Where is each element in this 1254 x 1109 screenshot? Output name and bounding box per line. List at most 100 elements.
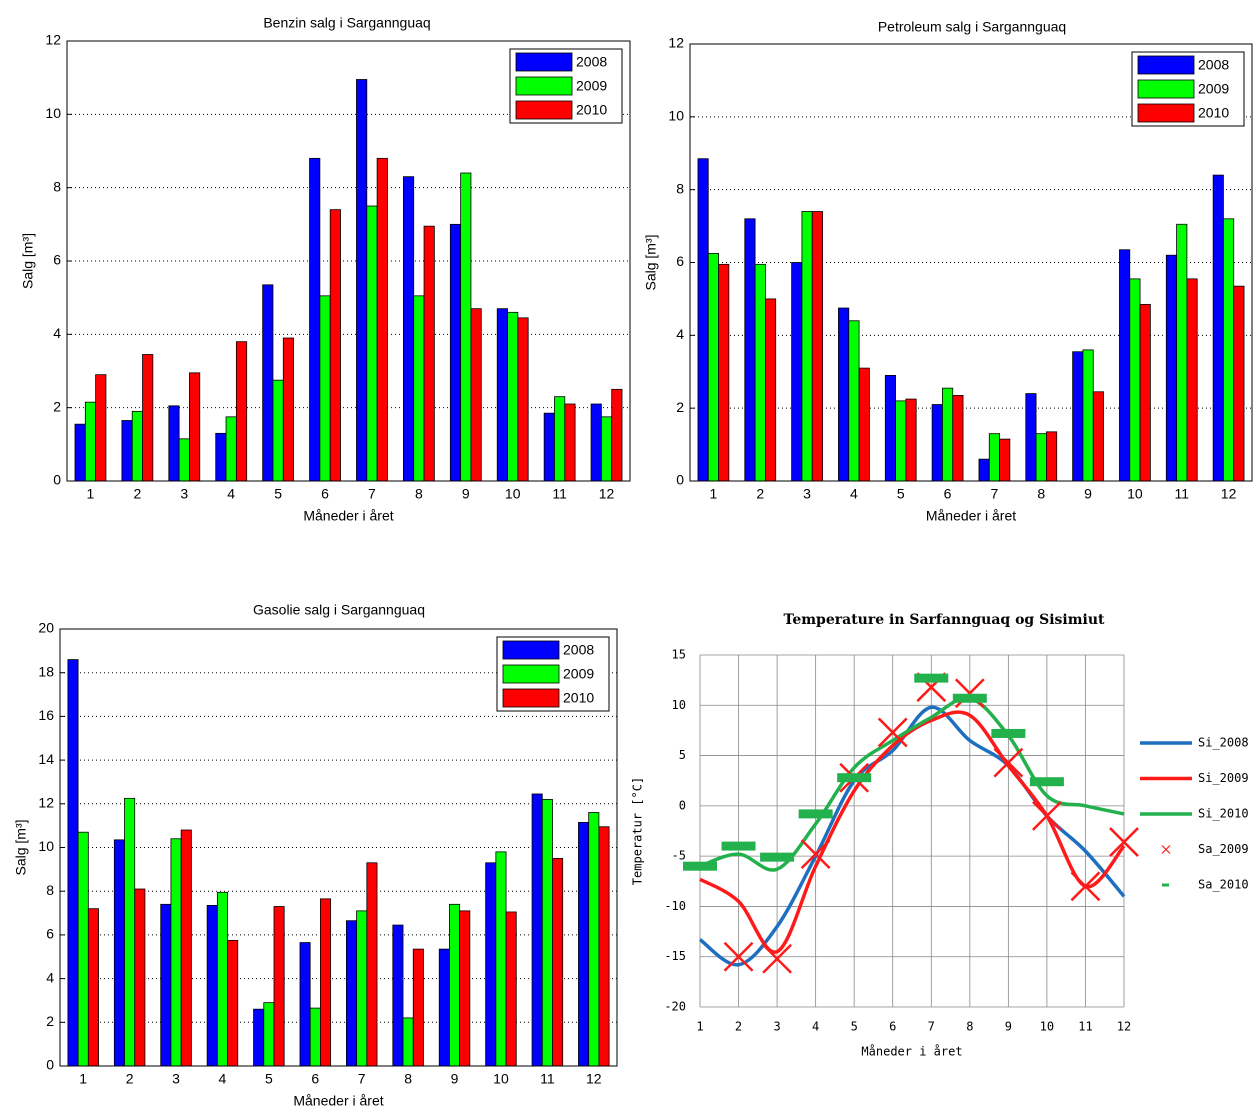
legend-label: 2008: [563, 642, 594, 658]
x-tick-label: 8: [1037, 486, 1045, 502]
bar: [366, 205, 378, 482]
y-tick-label: 15: [672, 648, 686, 662]
axes-box: [66, 40, 631, 482]
x-tick-label: 10: [493, 1071, 509, 1087]
chart-title: Benzin salg i Sargannguaq: [263, 15, 430, 31]
y-axis-label: Salg [m³]: [20, 233, 36, 289]
y-tick-label: 10: [672, 698, 686, 712]
bar: [895, 400, 907, 482]
bar: [87, 908, 99, 1067]
legend-swatch: [1162, 883, 1169, 887]
y-tick-label: 12: [668, 35, 684, 51]
x-tick-label: 10: [505, 486, 521, 502]
dash-marker: [760, 852, 795, 862]
bar: [319, 898, 332, 1067]
x-tick-label: 12: [1221, 486, 1237, 502]
y-tick-label: 14: [38, 751, 54, 767]
bar: [67, 659, 79, 1067]
bar: [170, 838, 182, 1067]
dash-marker: [991, 728, 1026, 738]
x-marker: [1109, 827, 1139, 857]
x-tick-label: 4: [850, 486, 858, 502]
bar: [1046, 431, 1058, 482]
y-tick-label: 0: [679, 798, 686, 812]
bar: [74, 423, 86, 482]
y-tick-label: 6: [676, 253, 684, 269]
y-tick-label: 8: [53, 178, 61, 194]
y-tick-label: -5: [672, 849, 686, 863]
dash-marker: [837, 773, 872, 783]
bar-chart: Gasolie salg i Sargannguaq02468101214161…: [13, 602, 618, 1109]
bar: [131, 410, 143, 482]
x-tick-label: 12: [586, 1071, 602, 1087]
x-tick-label: 3: [180, 486, 188, 502]
bar: [884, 374, 896, 482]
bar: [402, 1017, 414, 1067]
x-tick-label: 11: [1078, 1020, 1092, 1034]
bar: [225, 416, 237, 482]
bar: [262, 284, 274, 482]
bar: [227, 939, 239, 1067]
bar: [134, 888, 146, 1067]
bar: [272, 379, 284, 482]
x-tick-label: 5: [274, 486, 282, 502]
y-tick-label: 4: [676, 326, 684, 342]
line: [699, 710, 1126, 954]
x-tick-label: 8: [404, 1071, 412, 1087]
x-tick-label: 1: [696, 1020, 703, 1034]
legend-label: 2009: [1198, 81, 1229, 97]
x-axis-label: Måneder i året: [861, 1045, 962, 1059]
legend-label: 2008: [576, 54, 607, 70]
bar: [978, 458, 990, 482]
bar: [1186, 278, 1198, 482]
bar: [376, 157, 388, 482]
legend-label: Sa_2010: [1198, 878, 1249, 892]
dash-marker: [914, 673, 949, 683]
bar: [402, 176, 415, 482]
chart-title: Petroleum salg i Sargannguaq: [878, 19, 1066, 35]
legend-swatch: [1161, 845, 1171, 854]
bar: [392, 924, 404, 1067]
bar: [345, 920, 358, 1067]
y-tick-label: 4: [53, 325, 61, 341]
axes-box: [59, 628, 618, 1067]
bar: [470, 308, 482, 482]
bar: [216, 891, 228, 1067]
x-tick-label: 2: [133, 486, 141, 502]
y-tick-label: 2: [676, 399, 684, 415]
x-tick-label: 9: [451, 1071, 459, 1087]
x-tick-label: 9: [1005, 1020, 1012, 1034]
y-tick-label: 4: [46, 969, 54, 985]
x-tick-label: 10: [1040, 1020, 1054, 1034]
bar: [189, 372, 201, 482]
axes-box: [689, 43, 1253, 482]
x-tick-label: 7: [991, 486, 999, 502]
x-tick-label: 2: [756, 486, 764, 502]
x-tick-label: 3: [803, 486, 811, 502]
bar: [811, 211, 823, 482]
x-axis-label: Måneder i året: [293, 1093, 383, 1109]
bar: [423, 225, 435, 482]
y-tick-label: 6: [53, 252, 61, 268]
y-tick-label: -15: [664, 949, 686, 963]
legend-label: 2010: [576, 102, 607, 118]
bar: [848, 320, 860, 482]
legend-label: Si_2010: [1198, 807, 1249, 821]
bar: [178, 438, 190, 482]
x-tick-label: 11: [540, 1071, 555, 1087]
bar: [507, 311, 519, 482]
y-axis-label: Salg [m³]: [13, 819, 29, 875]
bar: [1223, 218, 1235, 482]
legend-swatch: [502, 688, 560, 708]
bar: [1025, 393, 1037, 482]
bar: [319, 295, 331, 482]
bar: [1035, 433, 1047, 482]
x-tick-label: 7: [368, 486, 376, 502]
bar: [1082, 349, 1094, 482]
bar: [838, 307, 850, 482]
bar: [160, 903, 172, 1067]
x-tick-label: 9: [462, 486, 470, 502]
bar: [263, 1002, 275, 1067]
y-tick-label: 10: [38, 838, 54, 854]
legend-label: 2009: [576, 78, 607, 94]
